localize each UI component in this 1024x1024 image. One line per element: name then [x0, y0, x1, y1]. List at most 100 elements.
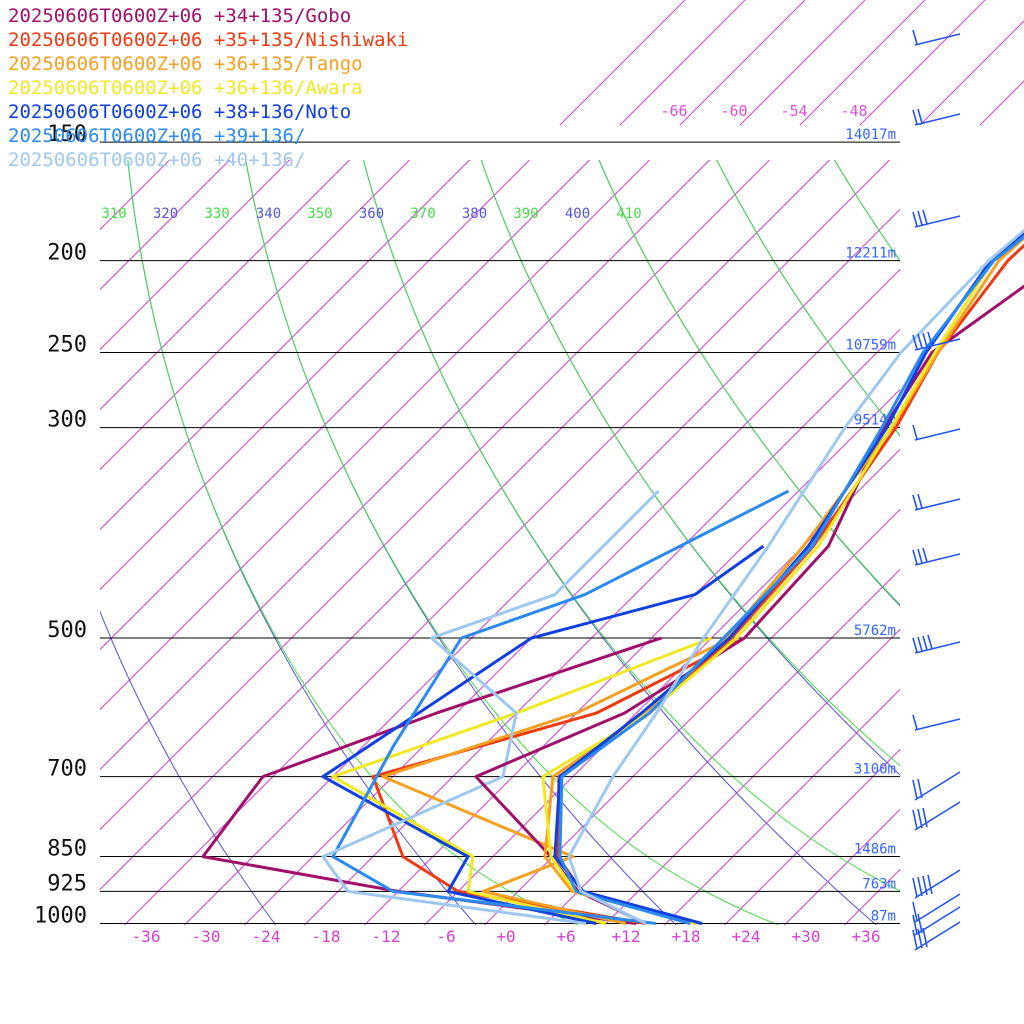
wind-barb-flag: [912, 549, 918, 565]
wind-barb: [912, 634, 961, 654]
wind-barb-shaft: [914, 893, 961, 923]
wind-barb: [912, 331, 961, 351]
wind-barb: [912, 771, 961, 801]
temperature-trace: [553, 230, 1024, 925]
temperature-ticks: -36 -30 -24 -18 -12 -6 +0 +6 +12 +18 +24 +30 +36: [132, 927, 881, 946]
isotherm-line: [543, 568, 900, 925]
temperature-trace: [541, 232, 1024, 925]
wind-barb-flag: [917, 913, 923, 934]
wind-barb-flag: [912, 109, 918, 125]
isotherm-line: [100, 160, 231, 291]
wind-barb-flag: [917, 548, 923, 564]
wind-barb-flag: [912, 779, 918, 800]
wind-barb-flag: [917, 778, 923, 799]
wind-barb-flag: [912, 877, 918, 898]
height-label: 12211m: [845, 246, 896, 262]
wind-barb-flag: [912, 29, 918, 45]
temperature-trace: [543, 235, 1024, 925]
isotherm-line: [100, 160, 351, 411]
isotherm-line: [303, 328, 900, 925]
wind-barb: [912, 893, 961, 923]
wind-barb-flag: [912, 809, 918, 830]
pressure-label: 700: [47, 757, 87, 782]
isotherm-line: [100, 160, 711, 771]
wind-barb-flag: [917, 210, 923, 226]
theta-label: 320: [153, 206, 178, 222]
isotherm-line: [723, 748, 900, 925]
temperature-tick: +24: [732, 927, 761, 946]
isotherm-line: [483, 508, 900, 925]
height-label: 10759m: [845, 337, 896, 353]
legend-entry: 20250606T0600Z+06 +34+135/Gobo: [8, 5, 351, 27]
wind-barb-flag: [912, 637, 918, 653]
isotherm-line: [100, 160, 831, 891]
isotherm-line: [100, 160, 531, 591]
isotherm-line: [123, 160, 891, 925]
pressure-label: 150: [47, 122, 87, 147]
temperature-trace: [556, 243, 1024, 925]
moist-adiabat-line: [716, 160, 900, 437]
upper-isotherm-label: -66: [660, 102, 687, 120]
wind-barb-flag: [912, 494, 918, 510]
wind-barb-flag: [922, 635, 928, 651]
isotherm-line: [100, 160, 171, 231]
wind-barb-flag: [922, 547, 928, 563]
theta-label: 340: [256, 206, 281, 222]
wind-barb: [912, 906, 961, 936]
legend-entry: 20250606T0600Z+06 +35+135/Nishiwaki: [8, 29, 408, 51]
isotherm-line: [960, 150, 1024, 930]
upper-isotherm-label: -48: [840, 102, 867, 120]
upper-isotherm-label: -54: [780, 102, 807, 120]
isotherm-line: [603, 628, 900, 925]
wind-barb-flag: [912, 714, 918, 730]
moist-adiabat-line: [480, 160, 900, 767]
dewpoint-trace: [321, 490, 660, 925]
temperature-tick: +6: [556, 927, 575, 946]
isotherm-line: [100, 160, 411, 471]
height-label: 1486m: [854, 842, 896, 858]
wind-barb-flag: [927, 634, 933, 650]
wind-barb-flag: [922, 875, 928, 896]
theta-label: 410: [616, 206, 641, 222]
wind-barb-flag: [922, 807, 928, 828]
wind-barb-flag: [912, 334, 918, 350]
theta-label: 350: [307, 206, 332, 222]
moist-adiabat-line: [598, 160, 900, 606]
temperature-tick: -6: [436, 927, 455, 946]
temperature-tick: +18: [672, 927, 701, 946]
upper-isotherm-line: [619, 0, 746, 126]
temperature-tick: -12: [372, 927, 401, 946]
wind-barb: [912, 108, 961, 126]
pressure-label: 300: [47, 408, 87, 433]
theta-label: 360: [359, 206, 384, 222]
wind-barb-shaft: [914, 771, 961, 801]
moist-adiabat-line: [245, 160, 780, 925]
height-label: 14017m: [845, 127, 896, 143]
dewpoint-trace: [331, 636, 713, 925]
wind-barb: [912, 424, 961, 441]
wind-barb-flag: [912, 211, 918, 227]
temperature-tick: -30: [192, 927, 221, 946]
wind-barb-shaft: [914, 921, 961, 951]
isotherm-line: [243, 268, 900, 925]
wind-barb-shaft: [914, 641, 961, 654]
isotherm-line: [663, 688, 900, 925]
theta-labels: 310 320 330 340 350 360 370 380 390 400 410: [101, 206, 641, 222]
upper-isotherm-line: [739, 0, 866, 126]
temperature-tick: +0: [496, 927, 515, 946]
wind-barb-shaft: [914, 869, 961, 899]
height-label: 87m: [871, 909, 896, 925]
legend: 20250606T0600Z+06 +34+135/Gobo20250606T0…: [8, 5, 408, 171]
wind-barb-shaft: [914, 801, 961, 831]
wind-barb-flag: [927, 874, 933, 895]
dewpoint-trace: [201, 636, 662, 925]
wind-barb-flag: [917, 493, 923, 509]
wind-barb-shaft: [914, 906, 961, 936]
upper-isotherm-line: [979, 80, 1024, 126]
isotherm-line: [100, 160, 471, 531]
wind-barb-flag: [912, 914, 918, 935]
dry-adiabat-line: [716, 160, 900, 437]
temperature-tick: +30: [792, 927, 821, 946]
temperature-trace: [567, 228, 1024, 925]
height-label: 763m: [862, 876, 896, 892]
